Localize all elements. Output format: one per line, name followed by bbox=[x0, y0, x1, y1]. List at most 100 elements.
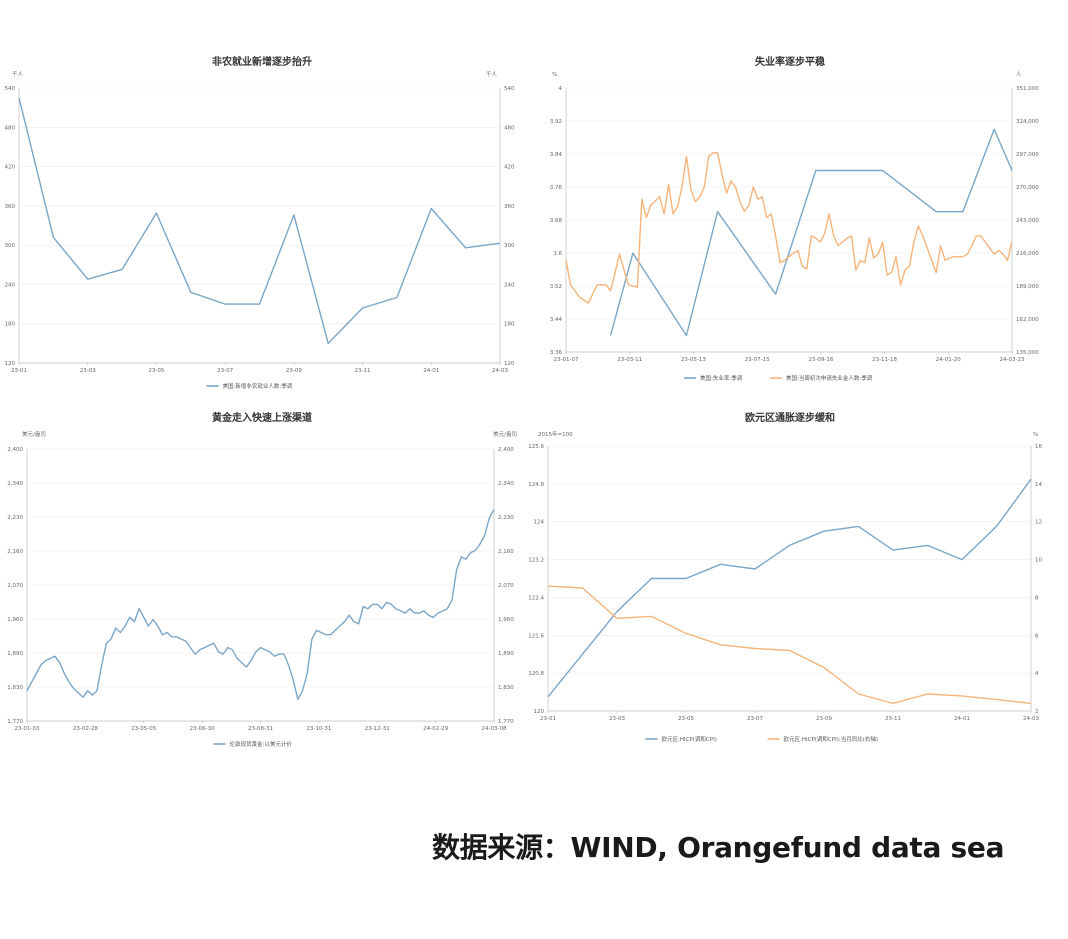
x-tick-label: 23-03-11 bbox=[617, 357, 642, 363]
y-tick-label-right: 16 bbox=[1035, 444, 1042, 450]
y-tick-label-left: 1,890 bbox=[7, 651, 23, 657]
right-axis-unit: % bbox=[1033, 432, 1038, 438]
y-tick-label-left: 3.84 bbox=[550, 152, 563, 158]
y-tick-label-right: 1,960 bbox=[498, 617, 514, 623]
y-tick-label-left: 3.44 bbox=[550, 317, 563, 323]
y-tick-label-left: 360 bbox=[5, 204, 16, 210]
y-tick-label-right: 1,770 bbox=[498, 719, 514, 725]
y-tick-label-right: 2,400 bbox=[498, 447, 514, 453]
legend-label: 美国:新增非农就业人数:季调 bbox=[223, 382, 293, 390]
y-tick-label-left: 1,830 bbox=[7, 685, 23, 691]
legend-label: 伦敦现货黄金:以美元计价 bbox=[230, 740, 293, 748]
y-tick-label-right: 2,340 bbox=[498, 481, 514, 487]
y-tick-label-right: 1,830 bbox=[498, 685, 514, 691]
legend-label: 欧元区:HICP(调和CPI) bbox=[662, 735, 717, 743]
y-tick-label-right: 1,890 bbox=[498, 651, 514, 657]
x-tick-label: 23-05 bbox=[678, 716, 694, 722]
y-tick-label-right: 300 bbox=[504, 243, 515, 249]
y-tick-label-left: 125.6 bbox=[528, 444, 544, 450]
x-tick-label: 23-11-18 bbox=[872, 357, 897, 363]
y-tick-label-right: 216,000 bbox=[1016, 251, 1039, 257]
y-tick-label-left: 180 bbox=[5, 322, 16, 328]
x-tick-label: 24-01 bbox=[423, 368, 439, 374]
y-tick-label-left: 540 bbox=[5, 86, 16, 92]
series-line bbox=[609, 128, 1013, 337]
x-tick-label: 23-07 bbox=[747, 716, 763, 722]
y-tick-label-right: 2,160 bbox=[498, 549, 514, 555]
series-line bbox=[18, 97, 501, 345]
chart-gold: 黄金走入快速上涨渠道 美元/盎司 美元/盎司 1,770 1,830 1,890 1,… bbox=[0, 404, 520, 754]
y-tick-label-left: 2,230 bbox=[7, 515, 23, 521]
chart-gold-svg: 黄金走入快速上涨渠道 美元/盎司 美元/盎司 1,770 1,830 1,890 1,… bbox=[7, 411, 517, 748]
chart-euro-hicp: 欧元区通胀逐步缓和 2015年=100 % 120 120.8 121.6 122.4… bbox=[528, 404, 1068, 754]
y-tick-label-left: 480 bbox=[5, 125, 16, 131]
legend-label: 美国:失业率:季调 bbox=[700, 374, 743, 382]
y-tick-label-left: 1,770 bbox=[7, 719, 23, 725]
x-tick-label: 23-12-31 bbox=[365, 726, 390, 732]
y-tick-label-right: 324,000 bbox=[1016, 119, 1039, 125]
y-tick-label-right: 240 bbox=[504, 282, 515, 288]
y-tick-label-right: 540 bbox=[504, 86, 515, 92]
y-tick-label-left: 123.2 bbox=[528, 558, 544, 564]
y-tick-label-left: 3.36 bbox=[550, 350, 563, 356]
x-tick-label: 23-10-31 bbox=[306, 726, 331, 732]
left-axis-unit: 美元/盎司 bbox=[22, 430, 46, 438]
chart-title: 欧元区通胀逐步缓和 bbox=[745, 411, 835, 424]
y-tick-label-right: 243,000 bbox=[1016, 218, 1039, 224]
chart-nonfarm-svg: 非农就业新增逐步抬升 千人 千人 120 180 240 300 360 420 480 54… bbox=[5, 55, 515, 390]
y-tick-label-left: 122.4 bbox=[528, 595, 544, 601]
y-tick-label-right: 270,000 bbox=[1016, 185, 1039, 191]
y-tick-label-right: 480 bbox=[504, 125, 515, 131]
y-tick-label-right: 120 bbox=[504, 361, 515, 367]
x-tick-label: 23-07-15 bbox=[745, 357, 770, 363]
series-line bbox=[26, 509, 495, 701]
series-line bbox=[547, 585, 1032, 705]
right-axis-unit: 千人 bbox=[486, 70, 498, 78]
x-tick-label: 23-05-13 bbox=[681, 357, 706, 363]
y-tick-label-right: 4 bbox=[1035, 671, 1039, 677]
chart-title: 黄金走入快速上涨渠道 bbox=[212, 411, 312, 424]
y-tick-label-left: 120 bbox=[5, 361, 16, 367]
x-tick-label: 23-02-28 bbox=[73, 726, 98, 732]
chart-unemployment-svg: 失业率逐步平稳 % 人 3.36 3.44 3.52 3.6 3.68 3.76 3.84 3… bbox=[550, 55, 1039, 382]
x-tick-label: 23-11 bbox=[885, 716, 901, 722]
y-tick-label-left: 3.6 bbox=[553, 251, 562, 257]
x-tick-label: 23-09 bbox=[816, 716, 832, 722]
x-tick-label: 23-01 bbox=[540, 716, 556, 722]
y-tick-label-right: 360 bbox=[504, 204, 515, 210]
y-tick-label-right: 14 bbox=[1035, 482, 1042, 488]
y-tick-label-left: 240 bbox=[5, 282, 16, 288]
legend-label: 欧元区:HICP(调和CPI):当月同比(右轴) bbox=[784, 735, 878, 743]
y-tick-label-left: 120 bbox=[534, 709, 545, 715]
x-tick-label: 23-08-31 bbox=[248, 726, 273, 732]
y-tick-label-left: 124 bbox=[534, 520, 545, 526]
chart-title: 失业率逐步平稳 bbox=[755, 55, 825, 68]
y-tick-label-right: 2 bbox=[1035, 709, 1039, 715]
chart-unemployment: 失业率逐步平稳 % 人 3.36 3.44 3.52 3.6 3.68 3.76 3.84 3… bbox=[528, 48, 1068, 398]
right-axis-unit: 美元/盎司 bbox=[493, 430, 517, 438]
y-tick-label-right: 12 bbox=[1035, 520, 1042, 526]
source-note: 数据来源：WIND, Orangefund data sea bbox=[432, 831, 1005, 864]
y-tick-label-left: 120.8 bbox=[528, 671, 544, 677]
y-tick-label-left: 420 bbox=[5, 165, 16, 171]
chart-title: 非农就业新增逐步抬升 bbox=[212, 55, 312, 68]
chart-nonfarm-payrolls: 非农就业新增逐步抬升 千人 千人 120 180 240 300 360 420 480 54… bbox=[0, 48, 520, 398]
y-tick-label-right: 135,000 bbox=[1016, 350, 1039, 356]
y-tick-label-right: 2,230 bbox=[498, 515, 514, 521]
y-tick-label-left: 3.52 bbox=[550, 284, 562, 290]
x-tick-label: 24-01 bbox=[954, 716, 970, 722]
y-tick-label-right: 351,000 bbox=[1016, 86, 1039, 92]
right-axis-unit: 人 bbox=[1016, 71, 1022, 78]
left-axis-unit: % bbox=[552, 72, 557, 78]
left-axis-unit: 千人 bbox=[12, 70, 24, 78]
y-tick-label-left: 4 bbox=[559, 86, 563, 92]
x-tick-label: 24-01-20 bbox=[936, 357, 961, 363]
series-line bbox=[547, 478, 1032, 698]
series-line bbox=[565, 152, 1013, 304]
y-tick-label-left: 3.92 bbox=[550, 119, 562, 125]
x-tick-label: 23-01-03 bbox=[15, 726, 40, 732]
chart-euro-hicp-svg: 欧元区通胀逐步缓和 2015年=100 % 120 120.8 121.6 122.4… bbox=[528, 411, 1042, 743]
y-tick-label-left: 3.68 bbox=[550, 218, 563, 224]
x-tick-label: 23-07 bbox=[217, 368, 233, 374]
x-tick-label: 23-11 bbox=[355, 368, 371, 374]
